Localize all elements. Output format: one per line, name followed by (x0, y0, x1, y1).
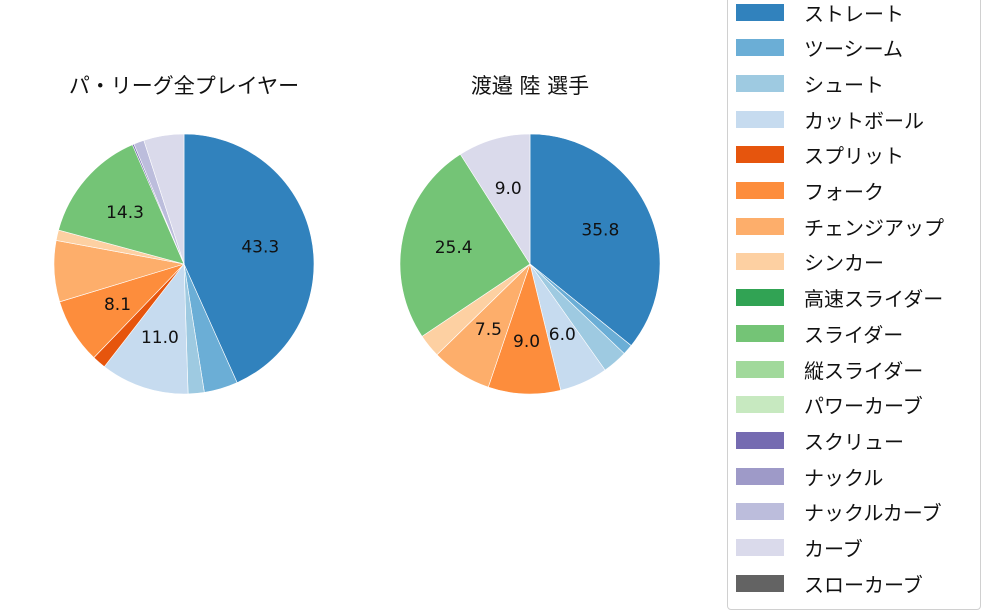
legend-item: スローカーブ (736, 568, 923, 598)
legend-item: シンカー (736, 247, 884, 277)
pie-slice (183, 133, 315, 384)
legend-item: ナックルカーブ (736, 497, 942, 527)
legend-label: ナックルカーブ (804, 501, 942, 526)
pie-charts: 43.3 11.0 8.1 14.3 35.8 6.0 9.0 7.5 25.4 9.0 (53, 133, 661, 395)
pie-0: 43.3 11.0 8.1 14.3 (53, 133, 315, 395)
legend-label: チェンジアップ (804, 215, 944, 240)
pie-1: 35.8 6.0 9.0 7.5 25.4 9.0 (399, 133, 661, 395)
legend-swatch (736, 396, 784, 414)
legend-label: 高速スライダー (804, 287, 944, 312)
legend-swatch (736, 39, 784, 57)
legend-item: ストレート (736, 0, 904, 27)
legend-swatch (736, 431, 784, 449)
slice-label: 11.0 (141, 328, 179, 348)
legend-item: フォーク (736, 176, 884, 206)
pie-slice (399, 153, 531, 337)
slice-label: 35.8 (581, 220, 619, 240)
legend-label: パワーカーブ (804, 394, 923, 419)
legend-label: スプリット (804, 144, 904, 169)
legend-label: カーブ (804, 537, 863, 561)
legend-item: ツーシーム (736, 33, 903, 63)
slice-label: 6.0 (549, 325, 576, 345)
legend-swatch (736, 182, 784, 199)
legend-swatch (736, 146, 784, 164)
pie-slice (58, 144, 185, 265)
pie-title-player: 渡邉 陸 選手 (470, 74, 590, 98)
slice-label: 25.4 (435, 238, 473, 258)
legend-item: スプリット (736, 140, 904, 170)
legend: ストレート ツーシーム シュート カットボール スプリット フォーク チェンジア… (727, 0, 981, 610)
legend-label: スローカーブ (804, 572, 923, 597)
legend-swatch (736, 539, 784, 556)
slice-label: 8.1 (104, 295, 131, 315)
slice-label: 9.0 (513, 332, 540, 352)
pie-slice (103, 263, 189, 395)
legend-label: フォーク (804, 180, 884, 204)
legend-label: ストレート (804, 1, 904, 26)
legend-item: パワーカーブ (736, 390, 923, 420)
legend-item: ナックル (736, 461, 883, 491)
pie-slice (143, 133, 185, 265)
legend-item: スライダー (736, 318, 903, 348)
legend-label: 縦スライダー (804, 358, 924, 383)
legend-item: シュート (736, 68, 884, 98)
legend-item: カーブ (736, 533, 863, 563)
slice-label: 9.0 (495, 179, 522, 199)
legend-swatch (736, 74, 784, 92)
legend-item: 縦スライダー (736, 354, 923, 384)
slice-label: 43.3 (241, 238, 279, 258)
legend-swatch (736, 110, 784, 128)
legend-item: チェンジアップ (736, 211, 944, 241)
legend-label: スクリュー (804, 429, 904, 454)
legend-swatch (736, 360, 784, 378)
legend-swatch (736, 3, 784, 21)
legend-label: カットボール (804, 108, 924, 133)
legend-swatch (736, 467, 784, 485)
legend-swatch (736, 253, 784, 271)
legend-swatch (736, 324, 784, 342)
legend-label: シンカー (804, 251, 884, 276)
legend-item: 高速スライダー (736, 283, 943, 313)
legend-swatch (736, 503, 784, 521)
legend-label: スライダー (804, 322, 904, 347)
legend-swatch (736, 289, 784, 307)
slice-label: 14.3 (106, 203, 144, 223)
legend-item: カットボール (736, 104, 924, 134)
pie-slice (459, 133, 531, 266)
pie-title-league: パ・リーグ全プレイヤー (68, 74, 300, 98)
slice-label: 7.5 (475, 320, 502, 340)
legend-label: ツーシーム (804, 37, 903, 62)
legend-swatch (736, 217, 784, 235)
legend-item: スクリュー (736, 425, 904, 455)
legend-label: シュート (804, 72, 884, 97)
legend-label: ナックル (804, 465, 884, 490)
pie-slice (529, 133, 661, 347)
legend-swatch (736, 574, 784, 592)
